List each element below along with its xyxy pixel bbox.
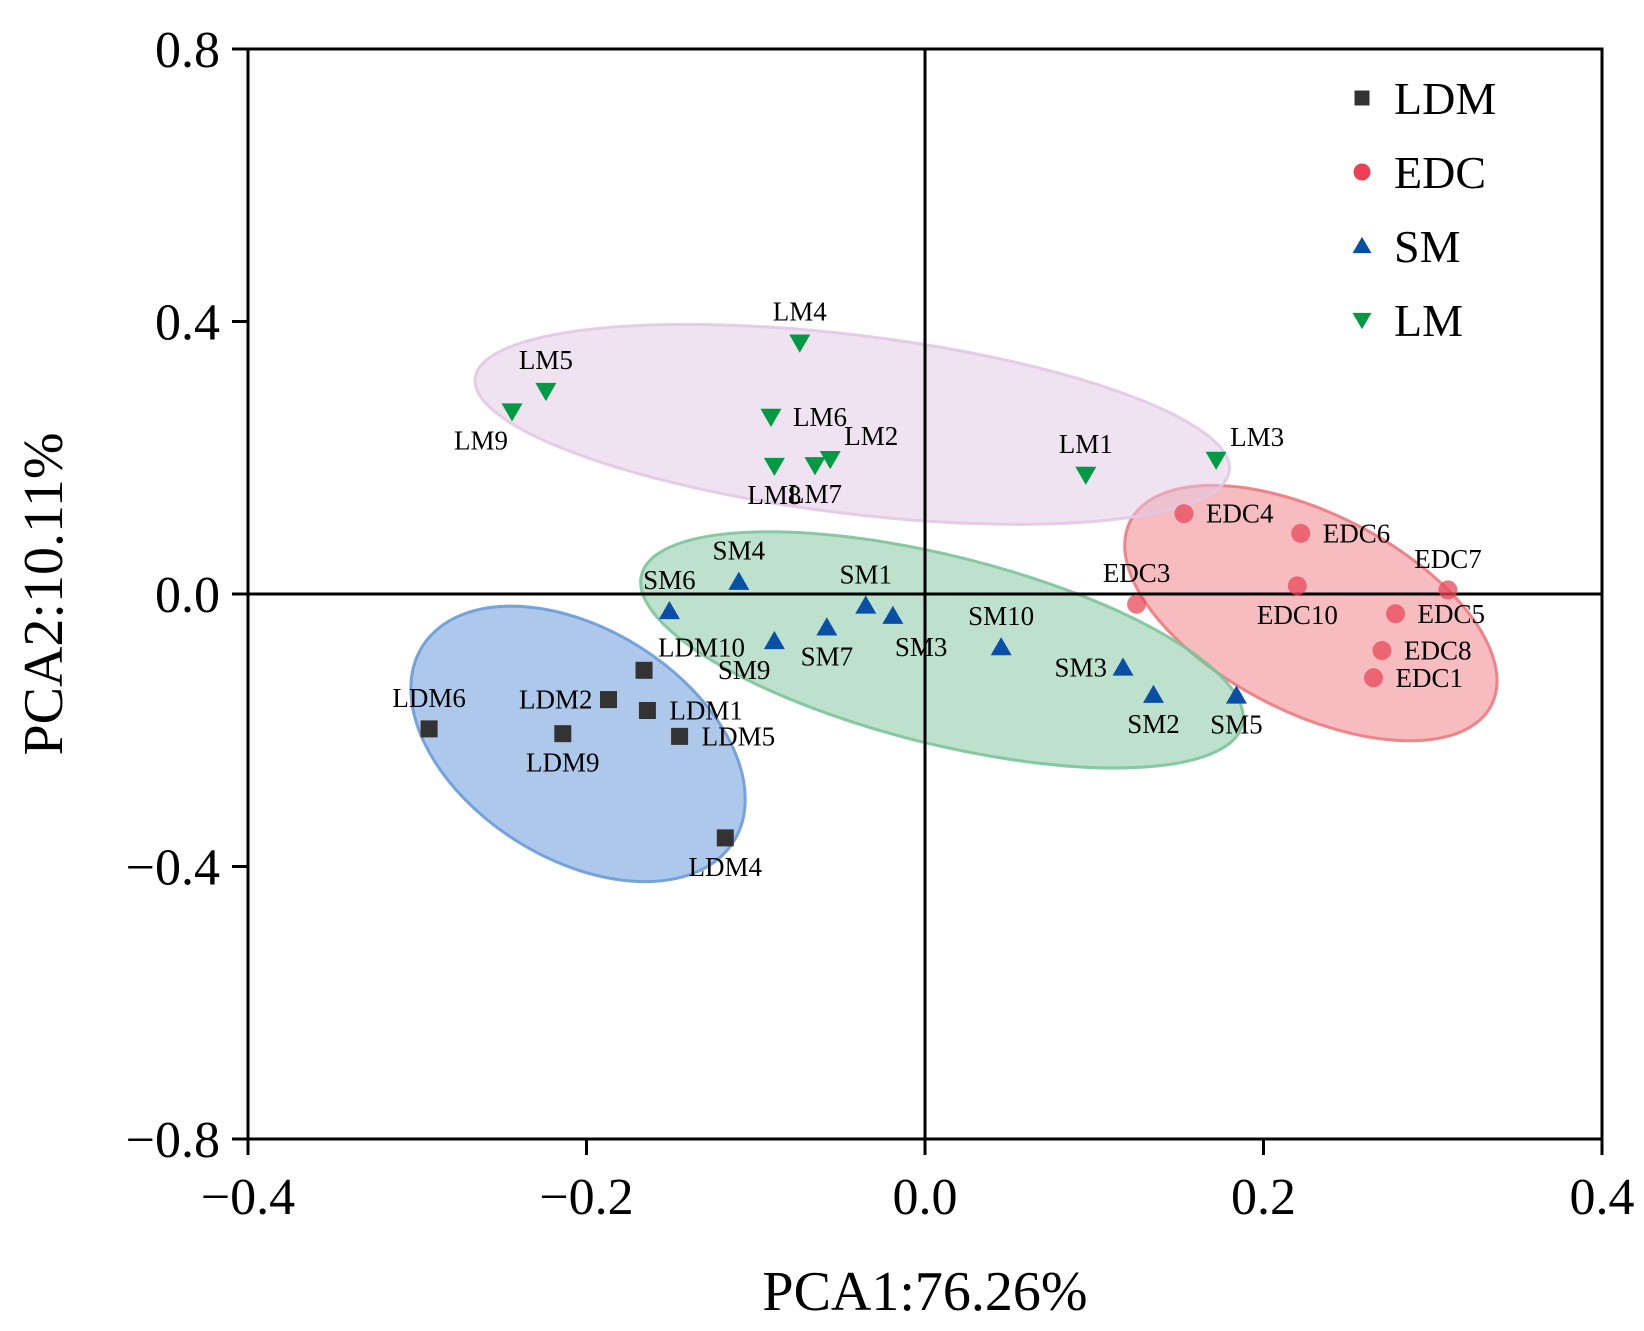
legend-label-lm: LM — [1394, 295, 1463, 346]
point-label: LM8 — [747, 480, 801, 510]
point-ldm4 — [716, 829, 734, 847]
point-label: SM3 — [1054, 653, 1107, 683]
point-lm5 — [535, 382, 557, 402]
point-edc10 — [1287, 576, 1307, 596]
point-label: EDC10 — [1257, 600, 1338, 630]
point-label: EDC1 — [1396, 663, 1464, 693]
point-label: EDC7 — [1414, 544, 1482, 574]
legend-marker-ldm — [1354, 90, 1370, 106]
point-label: EDC8 — [1404, 636, 1472, 666]
point-edc8 — [1372, 641, 1392, 661]
point-label: SM5 — [1210, 710, 1263, 740]
point-edc5 — [1386, 604, 1406, 624]
ellipse-sm — [639, 530, 1245, 770]
point-label: LM5 — [519, 345, 573, 375]
point-edc6 — [1291, 523, 1311, 543]
point-ldm2 — [600, 691, 618, 709]
point-lm2 — [819, 451, 841, 470]
x-axis-title: PCA1:76.26% — [762, 1261, 1087, 1323]
point-label: EDC4 — [1206, 499, 1274, 529]
point-edc7 — [1438, 580, 1458, 600]
point-label: LM9 — [454, 425, 508, 455]
point-edc4 — [1174, 504, 1194, 524]
x-tick-label: 0.4 — [1570, 1169, 1635, 1226]
point-label: SM1 — [839, 560, 892, 590]
point-sm5 — [1225, 685, 1247, 704]
point-label: SM2 — [1127, 709, 1180, 739]
point-ldm10 — [635, 661, 653, 679]
axis-ticks: −0.4 −0.2 0.0 0.2 0.4−0.8−0.40.00.40.8 — [126, 22, 1635, 1226]
point-label: LM6 — [793, 402, 847, 432]
point-sm9 — [763, 630, 785, 650]
point-lm6 — [760, 408, 782, 427]
point-ldm9 — [554, 725, 572, 743]
x-tick-label: −0.4 — [201, 1169, 295, 1226]
ellipse-lm — [473, 322, 1231, 526]
point-sm3 — [882, 605, 904, 624]
point-lm9 — [501, 403, 523, 422]
point-edc1 — [1364, 668, 1384, 688]
point-label: LDM6 — [392, 683, 466, 713]
point-sm10 — [990, 637, 1012, 656]
point-label: SM6 — [643, 565, 696, 595]
point-sm2 — [1142, 684, 1164, 703]
data-points: LDM1 LDM2 LDM4 LDM5 LDM6 LDM9 LDM10 EDC1 EDC3 EDC… — [392, 297, 1485, 882]
y-tick-label: 0.8 — [155, 22, 220, 79]
point-label: EDC3 — [1103, 558, 1171, 588]
point-sm4 — [728, 571, 750, 590]
point-sm7 — [816, 617, 838, 636]
point-label: SM4 — [713, 536, 766, 566]
y-tick-label: −0.4 — [126, 840, 220, 897]
legend: LDM EDC SM LM — [1352, 73, 1496, 346]
legend-label-ldm: LDM — [1394, 73, 1496, 124]
legend-label-edc: EDC — [1394, 147, 1486, 198]
point-sm6 — [658, 600, 680, 620]
ellipse-edc — [1123, 483, 1499, 743]
point-label: LM1 — [1059, 429, 1113, 459]
point-lm3 — [1205, 451, 1227, 470]
x-tick-label: −0.2 — [539, 1169, 633, 1226]
point-edc3 — [1127, 594, 1147, 614]
y-tick-label: 0.0 — [155, 567, 220, 624]
legend-marker-sm — [1352, 236, 1372, 254]
point-label: LM3 — [1230, 422, 1284, 452]
point-label: LDM2 — [519, 685, 593, 715]
legend-marker-lm — [1352, 312, 1372, 330]
point-sm3 — [1112, 657, 1134, 676]
point-label: SM9 — [718, 655, 771, 685]
point-label: LM7 — [788, 479, 842, 509]
y-tick-label: −0.8 — [126, 1112, 220, 1169]
legend-marker-edc — [1353, 163, 1371, 181]
y-axis-title: PCA2:10.11% — [13, 432, 75, 755]
point-label: LM4 — [773, 297, 828, 327]
point-lm8 — [763, 457, 785, 476]
point-label: LDM9 — [526, 748, 600, 778]
legend-label-sm: SM — [1394, 221, 1460, 272]
point-lm1 — [1075, 466, 1097, 485]
point-label: LDM5 — [702, 721, 776, 751]
point-label: LDM1 — [669, 695, 743, 725]
y-tick-label: 0.4 — [155, 295, 220, 352]
point-lm4 — [789, 334, 811, 353]
point-label: EDC6 — [1323, 518, 1391, 548]
point-ldm5 — [671, 727, 689, 745]
point-label: SM10 — [968, 601, 1034, 631]
point-label: LDM10 — [658, 632, 745, 662]
point-label: SM3 — [895, 632, 948, 662]
point-lm7 — [804, 457, 826, 476]
point-ldm1 — [638, 701, 656, 719]
point-ldm6 — [420, 720, 438, 738]
confidence-ellipses — [409, 322, 1499, 884]
point-label: SM7 — [801, 641, 854, 671]
x-tick-label: 0.0 — [893, 1169, 958, 1226]
point-label: LDM4 — [689, 852, 763, 882]
point-label: LM2 — [844, 421, 898, 451]
x-tick-label: 0.2 — [1231, 1169, 1296, 1226]
point-sm1 — [855, 595, 877, 614]
plot-frame — [246, 47, 1604, 1141]
point-label: EDC5 — [1418, 599, 1486, 629]
